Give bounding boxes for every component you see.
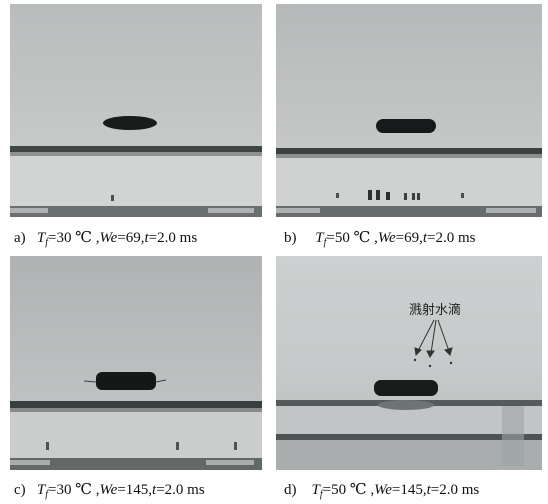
photo-panel-d: 溅射水滴 <box>276 256 542 470</box>
caption-b: b) Tf=50 ℃ ,We=69,t=2.0 ms <box>284 230 476 248</box>
photo-panel-b <box>276 4 542 217</box>
droplet <box>96 372 156 390</box>
photo-panel-a <box>10 4 262 217</box>
droplet <box>103 116 157 130</box>
photo-panel-c <box>10 256 262 470</box>
droplet <box>374 380 438 396</box>
caption-d: d) Tf=50 ℃ ,We=145,t=2.0 ms <box>284 482 480 500</box>
caption-a: a) Tf=30 ℃ ,We=69,t=2.0 ms <box>14 230 198 248</box>
caption-c: c) Tf=30 ℃ ,We=145,t=2.0 ms <box>14 482 205 500</box>
droplet <box>376 119 436 133</box>
annotation-label: 溅射水滴 <box>409 302 461 318</box>
